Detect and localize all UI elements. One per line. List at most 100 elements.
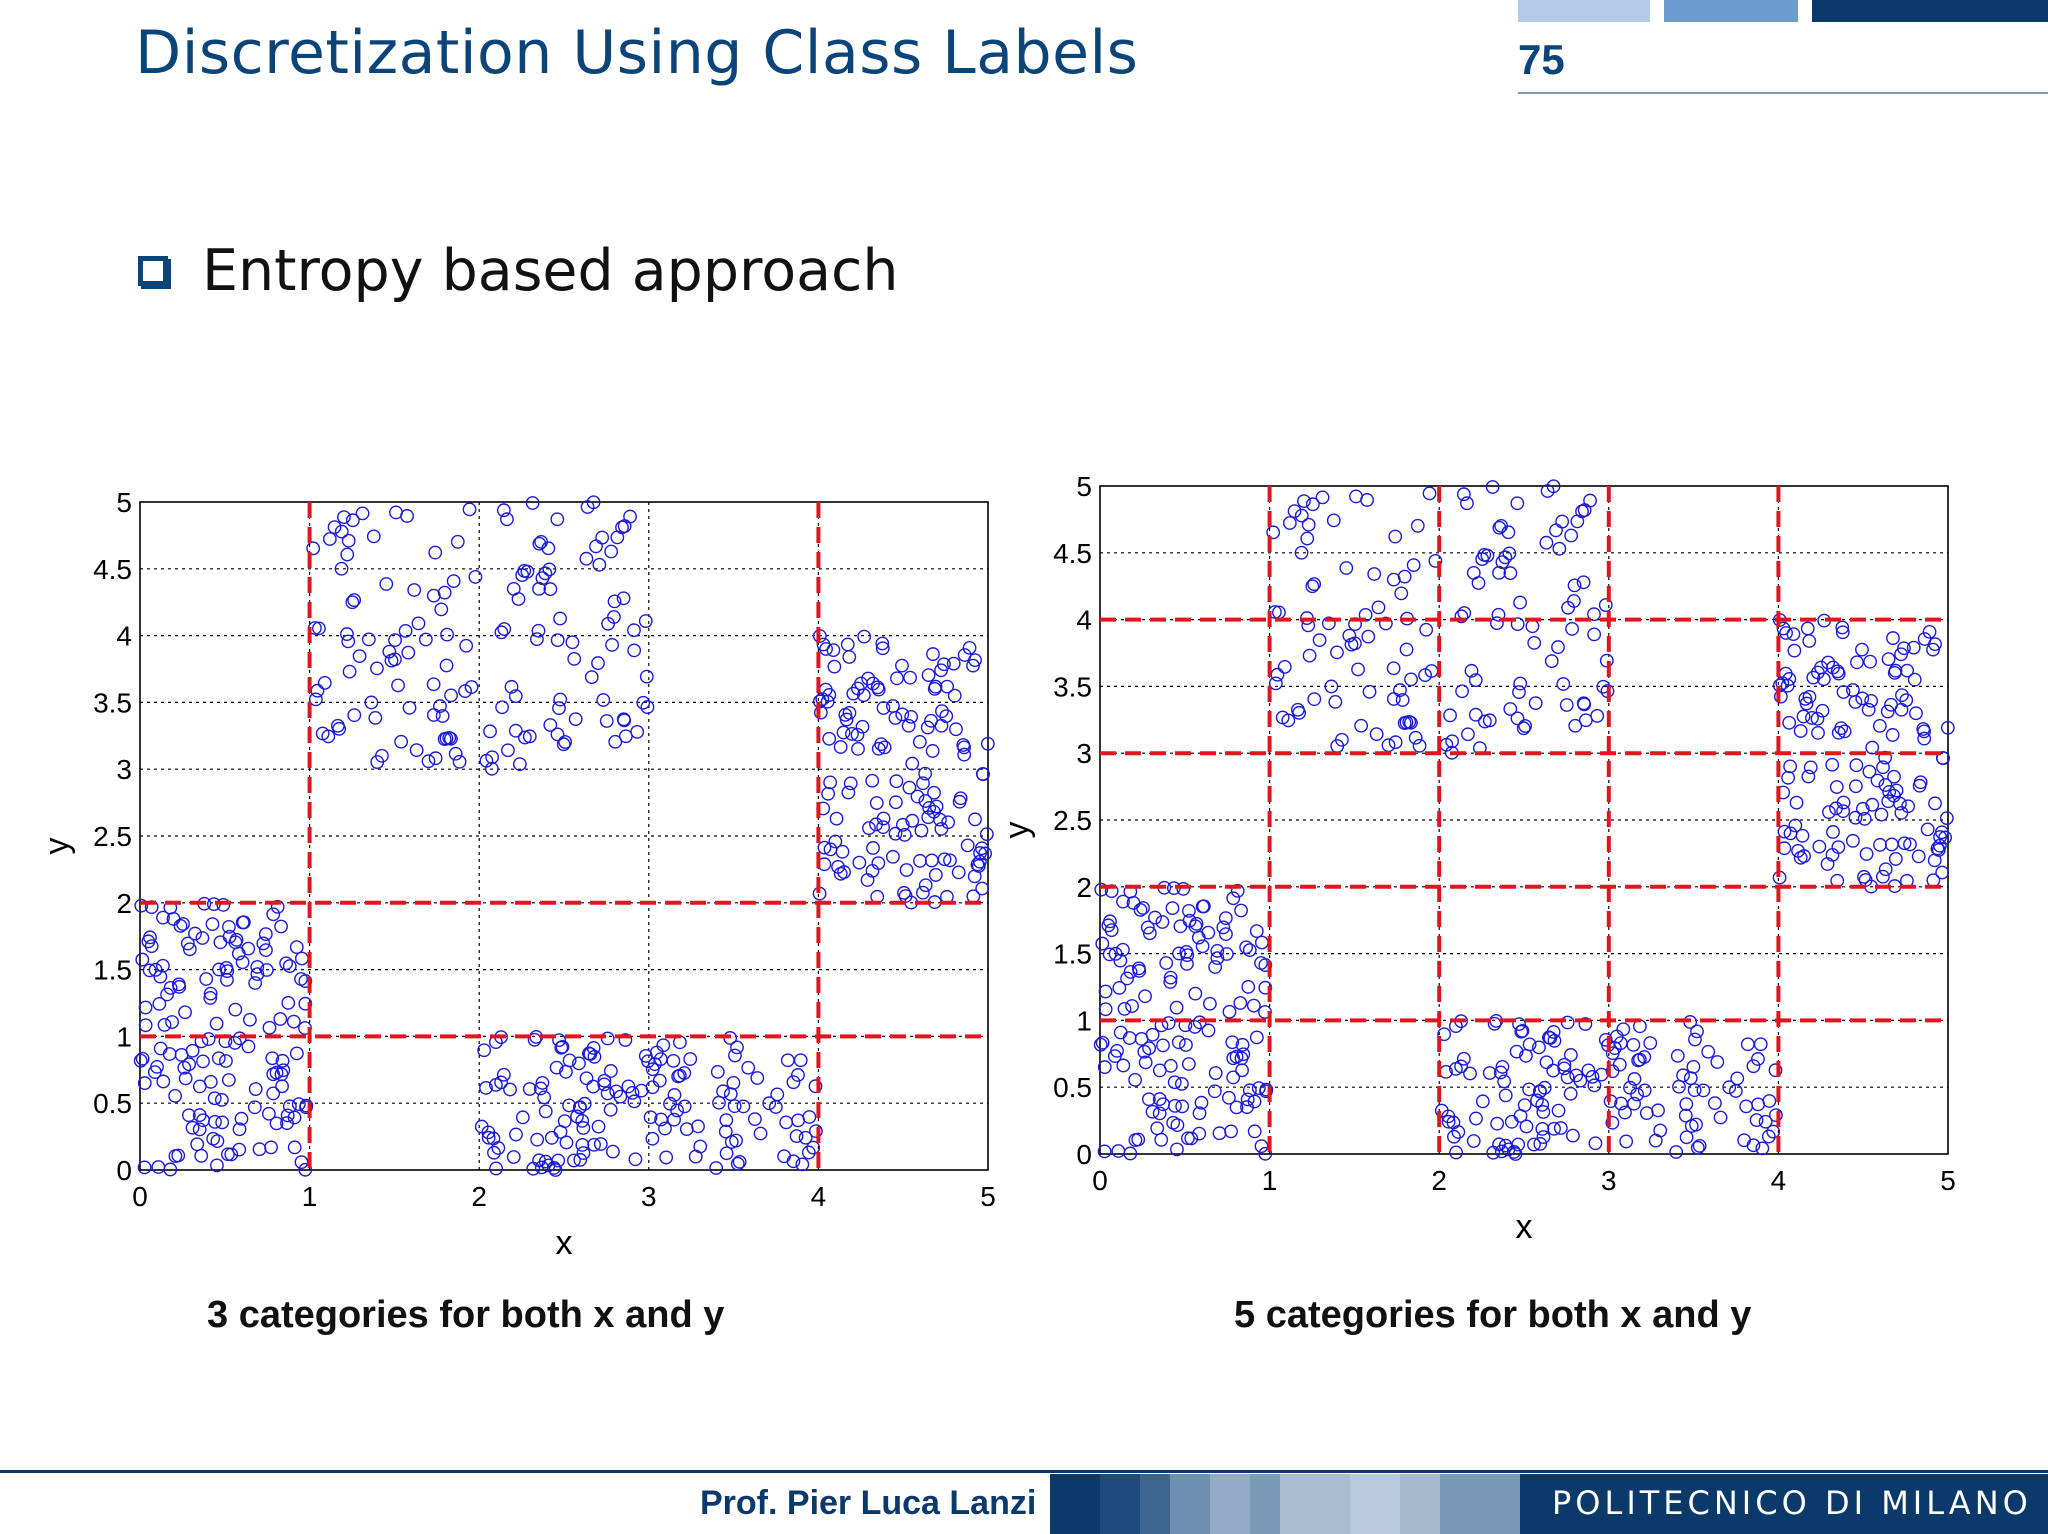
data-point	[1528, 696, 1543, 711]
data-point	[1497, 1074, 1512, 1089]
data-point	[1631, 1053, 1646, 1068]
data-point	[1466, 1134, 1481, 1148]
data-point	[789, 1129, 804, 1143]
data-point	[548, 1163, 563, 1177]
data-point	[1493, 1065, 1508, 1080]
data-point	[299, 1100, 313, 1115]
data-point	[1751, 1052, 1765, 1066]
data-point	[1216, 920, 1231, 935]
data-point	[1294, 508, 1309, 523]
data-point	[802, 1110, 817, 1124]
x-tick-label: 1	[1262, 1165, 1278, 1196]
data-point	[1131, 1132, 1146, 1147]
data-point	[1098, 1002, 1113, 1017]
data-point	[572, 1056, 586, 1071]
data-point	[1917, 724, 1932, 739]
data-point	[229, 932, 244, 947]
data-point	[593, 1137, 608, 1151]
data-point	[1492, 565, 1506, 580]
data-point	[215, 1115, 230, 1130]
data-point	[258, 927, 273, 942]
data-point	[747, 1112, 762, 1127]
data-point	[1235, 1063, 1249, 1078]
data-point	[609, 1084, 624, 1099]
data-point	[888, 826, 903, 841]
data-point	[1893, 796, 1907, 811]
data-point	[875, 636, 890, 651]
data-point	[895, 658, 909, 673]
data-point	[890, 671, 904, 686]
data-point	[291, 1097, 306, 1112]
data-point	[160, 987, 174, 1002]
data-point	[1477, 547, 1492, 562]
data-point	[886, 849, 900, 864]
data-point	[228, 1036, 242, 1050]
data-point	[530, 632, 544, 647]
data-point	[153, 969, 168, 984]
data-point	[1315, 490, 1330, 505]
cut-lines	[140, 502, 988, 1170]
data-point	[269, 1065, 284, 1080]
data-point	[1598, 598, 1613, 612]
data-point	[364, 695, 379, 710]
data-point	[1388, 529, 1403, 544]
data-point	[1111, 1144, 1126, 1158]
data-point	[1201, 925, 1216, 940]
data-point	[1513, 1108, 1528, 1123]
data-point	[1182, 903, 1196, 918]
data-point	[241, 1039, 256, 1054]
data-point	[1312, 633, 1327, 648]
data-point	[330, 718, 345, 733]
data-point	[809, 1124, 823, 1138]
data-point	[1837, 724, 1852, 739]
data-point	[567, 1153, 581, 1168]
data-point	[870, 680, 885, 695]
data-point	[618, 729, 633, 744]
data-point	[639, 669, 654, 684]
data-point	[1241, 979, 1256, 994]
data-point	[922, 801, 937, 815]
y-tick-label: 1	[1076, 1005, 1092, 1036]
data-point	[1907, 672, 1922, 687]
data-point	[1553, 1121, 1568, 1135]
data-point	[1544, 654, 1559, 669]
data-point	[400, 509, 414, 523]
data-point	[1510, 711, 1525, 726]
data-point	[716, 1084, 730, 1099]
data-point	[1855, 691, 1870, 706]
data-point	[526, 1161, 541, 1176]
data-point	[1475, 1094, 1490, 1109]
data-point	[1626, 1037, 1641, 1052]
data-point	[153, 1041, 168, 1056]
data-point	[1672, 1079, 1686, 1094]
data-point	[1769, 1108, 1783, 1122]
data-point	[334, 524, 349, 539]
data-point	[194, 1148, 209, 1163]
data-point	[1762, 1094, 1777, 1108]
data-point	[1588, 1136, 1603, 1151]
data-point	[487, 1145, 501, 1160]
data-point	[171, 1148, 186, 1163]
data-point	[596, 693, 611, 707]
data-point	[428, 751, 443, 766]
data-point	[1888, 663, 1903, 678]
data-point	[719, 1146, 734, 1161]
data-point	[1142, 1041, 1156, 1056]
data-point	[916, 885, 930, 900]
data-point	[709, 1161, 724, 1175]
data-point	[926, 647, 940, 661]
data-point	[850, 727, 865, 742]
y-tick-label: 1.5	[1053, 939, 1092, 970]
bullet-item: Entropy based approach	[138, 238, 899, 304]
data-point	[643, 1110, 658, 1125]
data-point	[1830, 664, 1845, 679]
data-point	[636, 695, 651, 710]
data-point	[625, 1085, 640, 1100]
data-point	[1549, 523, 1563, 538]
data-point	[337, 510, 351, 525]
data-point	[269, 1116, 284, 1131]
data-point	[1888, 852, 1903, 866]
data-point	[1490, 1116, 1505, 1131]
data-point	[294, 1155, 309, 1170]
data-point	[1258, 1146, 1273, 1161]
